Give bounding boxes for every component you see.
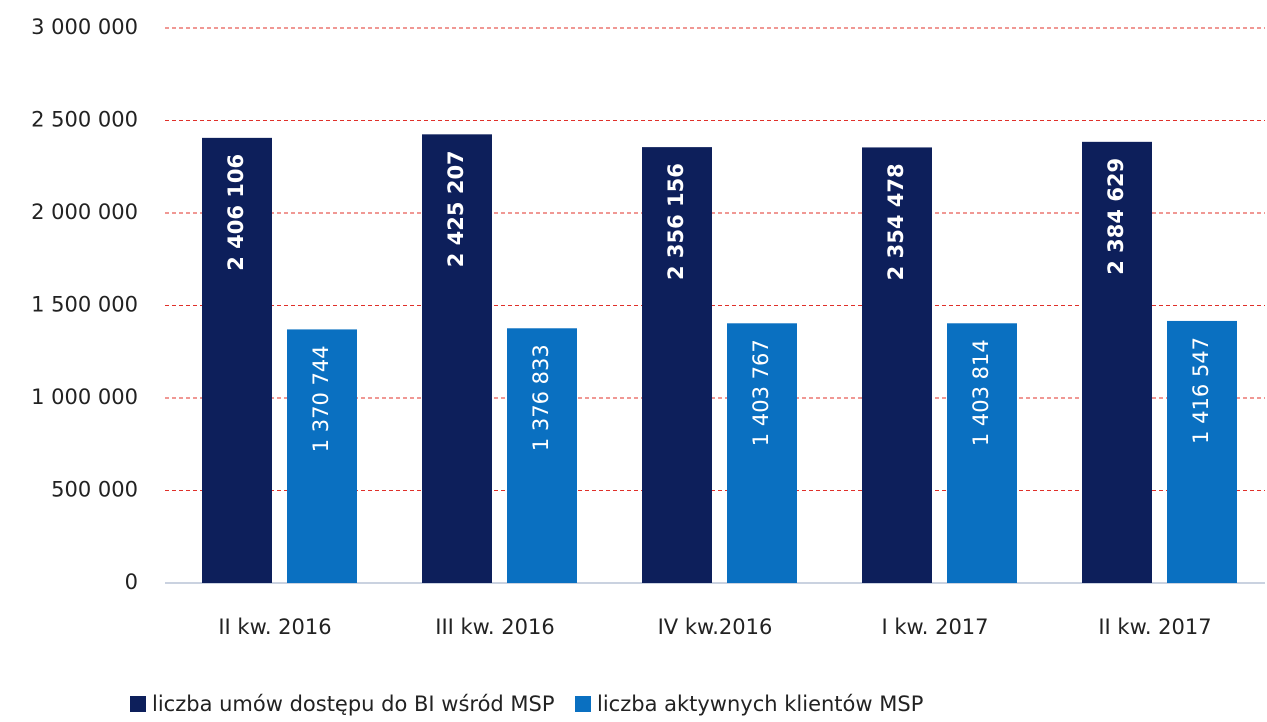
bar xyxy=(507,328,577,583)
value-label: 1 403 767 xyxy=(749,339,773,446)
bar xyxy=(287,329,357,583)
value-label: 1 370 744 xyxy=(309,345,333,452)
bar xyxy=(642,147,712,583)
x-tick-label: II kw. 2016 xyxy=(218,615,331,639)
y-tick-label: 1 000 000 xyxy=(31,385,138,409)
value-label: 1 376 833 xyxy=(529,344,553,451)
bar xyxy=(727,323,797,583)
bar xyxy=(1167,320,1237,583)
x-tick-label: III kw. 2016 xyxy=(435,615,554,639)
x-tick-label: IV kw.2016 xyxy=(658,615,773,639)
value-label: 2 406 106 xyxy=(224,154,248,271)
y-tick-label: 3 000 000 xyxy=(31,15,138,39)
bar xyxy=(422,134,492,583)
bar xyxy=(947,323,1017,583)
bar xyxy=(202,137,272,583)
value-label: 1 403 814 xyxy=(969,339,993,446)
legend-label: liczba umów dostępu do BI wśród MSP xyxy=(152,692,555,716)
y-tick-label: 1 500 000 xyxy=(31,293,138,317)
value-label: 2 425 207 xyxy=(444,150,468,267)
value-label: 2 384 629 xyxy=(1104,158,1128,275)
legend-label: liczba aktywnych klientów MSP xyxy=(597,692,923,716)
y-tick-label: 500 000 xyxy=(51,478,138,502)
bar xyxy=(862,147,932,583)
bar xyxy=(1082,141,1152,583)
value-label: 2 354 478 xyxy=(884,163,908,280)
y-tick-label: 0 xyxy=(125,570,138,594)
x-tick-label: I kw. 2017 xyxy=(881,615,988,639)
x-tick-label: II kw. 2017 xyxy=(1098,615,1211,639)
legend-swatch xyxy=(575,696,591,712)
legend-swatch xyxy=(130,696,146,712)
y-tick-label: 2 500 000 xyxy=(31,108,138,132)
value-label: 2 356 156 xyxy=(664,163,688,280)
y-tick-label: 2 000 000 xyxy=(31,200,138,224)
value-label: 1 416 547 xyxy=(1189,337,1213,444)
